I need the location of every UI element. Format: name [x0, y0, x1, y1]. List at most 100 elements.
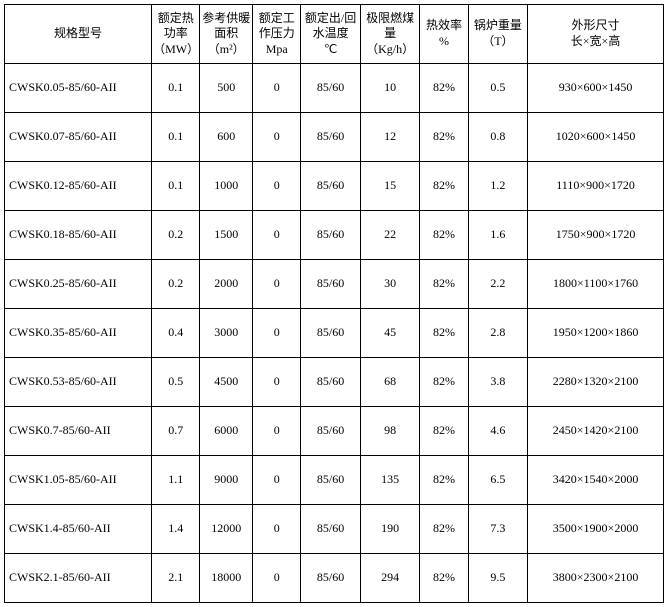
cell-press: 0	[253, 211, 301, 260]
cell-coal: 10	[360, 64, 420, 113]
cell-dim: 2450×1420×2100	[528, 407, 664, 456]
cell-power: 0.2	[152, 260, 200, 309]
header-eff: 热效率%	[420, 5, 468, 64]
cell-coal: 190	[360, 505, 420, 554]
cell-model: CWSK2.1-85/60-AII	[5, 554, 152, 603]
cell-wt: 0.5	[468, 64, 528, 113]
cell-dim: 1950×1200×1860	[528, 309, 664, 358]
header-row: 规格型号额定热功率（MW）参考供暖面积（m²）额定工作压力Mpa额定出/回水温度…	[5, 5, 664, 64]
cell-power: 0.5	[152, 358, 200, 407]
cell-power: 0.1	[152, 113, 200, 162]
cell-coal: 15	[360, 162, 420, 211]
cell-eff: 82%	[420, 554, 468, 603]
table-row: CWSK1.4-85/60-AII1.412000085/6019082%7.3…	[5, 505, 664, 554]
cell-area: 500	[200, 64, 253, 113]
cell-wt: 1.2	[468, 162, 528, 211]
cell-area: 4500	[200, 358, 253, 407]
cell-model: CWSK0.18-85/60-AII	[5, 211, 152, 260]
cell-temp: 85/60	[301, 505, 361, 554]
cell-power: 0.1	[152, 64, 200, 113]
cell-eff: 82%	[420, 162, 468, 211]
cell-dim: 2280×1320×2100	[528, 358, 664, 407]
cell-dim: 1750×900×1720	[528, 211, 664, 260]
cell-press: 0	[253, 162, 301, 211]
cell-area: 6000	[200, 407, 253, 456]
table-row: CWSK0.35-85/60-AII0.43000085/604582%2.81…	[5, 309, 664, 358]
cell-power: 1.4	[152, 505, 200, 554]
cell-press: 0	[253, 64, 301, 113]
cell-dim: 3500×1900×2000	[528, 505, 664, 554]
header-dim: 外形尺寸长×宽×高	[528, 5, 664, 64]
cell-eff: 82%	[420, 358, 468, 407]
cell-model: CWSK0.12-85/60-AII	[5, 162, 152, 211]
cell-power: 0.7	[152, 407, 200, 456]
header-wt: 锅炉重量（T）	[468, 5, 528, 64]
cell-temp: 85/60	[301, 456, 361, 505]
cell-model: CWSK1.05-85/60-AII	[5, 456, 152, 505]
cell-eff: 82%	[420, 64, 468, 113]
cell-press: 0	[253, 358, 301, 407]
table-row: CWSK1.05-85/60-AII1.19000085/6013582%6.5…	[5, 456, 664, 505]
table-row: CWSK0.53-85/60-AII0.54500085/606882%3.82…	[5, 358, 664, 407]
cell-press: 0	[253, 407, 301, 456]
cell-press: 0	[253, 505, 301, 554]
cell-model: CWSK0.53-85/60-AII	[5, 358, 152, 407]
cell-eff: 82%	[420, 260, 468, 309]
cell-eff: 82%	[420, 407, 468, 456]
header-power: 额定热功率（MW）	[152, 5, 200, 64]
cell-dim: 3800×2300×2100	[528, 554, 664, 603]
table-row: CWSK0.7-85/60-AII0.76000085/609882%4.624…	[5, 407, 664, 456]
header-model: 规格型号	[5, 5, 152, 64]
header-area: 参考供暖面积（m²）	[200, 5, 253, 64]
cell-model: CWSK1.4-85/60-AII	[5, 505, 152, 554]
cell-eff: 82%	[420, 456, 468, 505]
spec-table: 规格型号额定热功率（MW）参考供暖面积（m²）额定工作压力Mpa额定出/回水温度…	[4, 4, 664, 603]
table-row: CWSK0.05-85/60-AII0.1500085/601082%0.593…	[5, 64, 664, 113]
cell-wt: 9.5	[468, 554, 528, 603]
cell-eff: 82%	[420, 309, 468, 358]
cell-temp: 85/60	[301, 211, 361, 260]
cell-area: 1000	[200, 162, 253, 211]
table-row: CWSK0.18-85/60-AII0.21500085/602282%1.61…	[5, 211, 664, 260]
cell-press: 0	[253, 260, 301, 309]
cell-wt: 2.8	[468, 309, 528, 358]
cell-dim: 1110×900×1720	[528, 162, 664, 211]
cell-coal: 294	[360, 554, 420, 603]
cell-dim: 1020×600×1450	[528, 113, 664, 162]
cell-wt: 4.6	[468, 407, 528, 456]
table-row: CWSK0.07-85/60-AII0.1600085/601282%0.810…	[5, 113, 664, 162]
cell-press: 0	[253, 554, 301, 603]
cell-coal: 12	[360, 113, 420, 162]
cell-press: 0	[253, 309, 301, 358]
cell-press: 0	[253, 456, 301, 505]
cell-power: 1.1	[152, 456, 200, 505]
cell-area: 9000	[200, 456, 253, 505]
cell-wt: 3.8	[468, 358, 528, 407]
cell-dim: 1800×1100×1760	[528, 260, 664, 309]
cell-temp: 85/60	[301, 407, 361, 456]
cell-area: 18000	[200, 554, 253, 603]
cell-area: 600	[200, 113, 253, 162]
cell-wt: 0.8	[468, 113, 528, 162]
cell-coal: 135	[360, 456, 420, 505]
cell-power: 2.1	[152, 554, 200, 603]
cell-model: CWSK0.35-85/60-AII	[5, 309, 152, 358]
cell-eff: 82%	[420, 505, 468, 554]
cell-dim: 3420×1540×2000	[528, 456, 664, 505]
cell-wt: 6.5	[468, 456, 528, 505]
table-row: CWSK0.25-85/60-AII0.22000085/603082%2.21…	[5, 260, 664, 309]
cell-model: CWSK0.07-85/60-AII	[5, 113, 152, 162]
cell-eff: 82%	[420, 113, 468, 162]
cell-temp: 85/60	[301, 162, 361, 211]
cell-power: 0.4	[152, 309, 200, 358]
cell-area: 3000	[200, 309, 253, 358]
cell-temp: 85/60	[301, 309, 361, 358]
cell-temp: 85/60	[301, 113, 361, 162]
cell-area: 2000	[200, 260, 253, 309]
cell-dim: 930×600×1450	[528, 64, 664, 113]
cell-area: 1500	[200, 211, 253, 260]
cell-eff: 82%	[420, 211, 468, 260]
cell-wt: 1.6	[468, 211, 528, 260]
cell-temp: 85/60	[301, 64, 361, 113]
cell-temp: 85/60	[301, 260, 361, 309]
